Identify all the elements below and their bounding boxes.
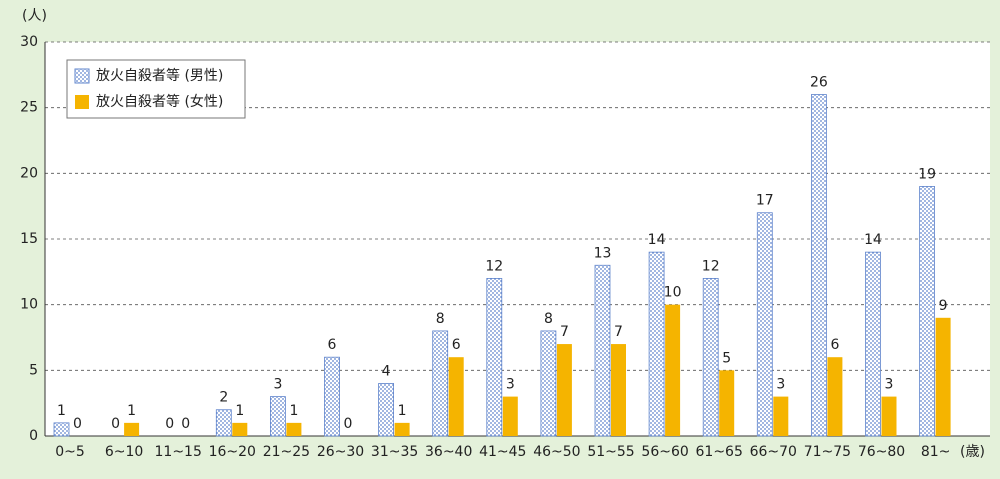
value-label: 3	[506, 377, 515, 393]
x-tick-label: 71~75	[804, 444, 851, 460]
bar	[269, 396, 286, 437]
bar	[324, 356, 340, 437]
value-label: 9	[939, 298, 948, 314]
legend: 放火自殺者等 (男性) 放火自殺者等 (女性)	[66, 59, 246, 119]
x-tick-label: 6~10	[105, 444, 143, 460]
bar	[53, 422, 70, 437]
value-label: 1	[57, 403, 66, 419]
legend-label: 放火自殺者等 (女性)	[96, 93, 223, 110]
x-tick-label: 76~80	[858, 444, 905, 460]
value-label: 3	[273, 377, 282, 393]
bar	[378, 383, 395, 437]
legend-swatch	[74, 68, 90, 84]
y-tick-label: 25	[20, 100, 38, 116]
value-label: 0	[111, 416, 120, 432]
value-label: 6	[452, 337, 461, 353]
x-tick-label: 46~50	[533, 444, 580, 460]
value-label: 17	[756, 193, 774, 209]
bar	[232, 422, 248, 436]
bar	[611, 344, 626, 436]
value-label: 14	[648, 232, 666, 248]
value-label: 19	[918, 166, 936, 182]
value-label: 2	[219, 390, 228, 406]
bar	[394, 422, 410, 436]
value-label: 4	[382, 363, 391, 379]
bar	[881, 396, 897, 436]
value-label: 6	[830, 337, 839, 353]
bar	[594, 264, 611, 437]
legend-swatch	[75, 95, 89, 109]
y-tick-label: 5	[29, 362, 38, 378]
bar	[702, 277, 719, 437]
x-tick-label: 36~40	[425, 444, 472, 460]
value-label: 6	[328, 337, 337, 353]
x-tick-label: 56~60	[641, 444, 688, 460]
bar	[486, 277, 503, 437]
value-label: 7	[560, 324, 569, 340]
value-label: 0	[344, 416, 353, 432]
value-label: 10	[664, 285, 682, 301]
bar	[827, 357, 843, 436]
y-tick-label: 20	[20, 165, 38, 181]
bar	[773, 396, 789, 436]
value-label: 1	[398, 403, 407, 419]
bar	[648, 251, 665, 437]
bar	[556, 344, 572, 436]
x-tick-label: 41~45	[479, 444, 526, 460]
bar	[756, 212, 773, 437]
bar	[919, 186, 935, 437]
bar	[665, 304, 681, 436]
value-label: 13	[594, 245, 612, 261]
x-tick-label: 0~5	[55, 444, 85, 460]
x-tick-label: 81~	[921, 444, 951, 460]
bar	[811, 94, 827, 437]
value-label: 1	[127, 403, 136, 419]
value-label: 1	[289, 403, 298, 419]
x-tick-label: 61~65	[696, 444, 743, 460]
bar	[502, 396, 518, 436]
value-label: 1	[235, 403, 244, 419]
x-tick-label: 21~25	[263, 444, 310, 460]
value-label: 3	[885, 377, 894, 393]
bar	[719, 370, 735, 436]
bar	[935, 317, 951, 436]
value-label: 8	[544, 311, 553, 327]
legend-label: 放火自殺者等 (男性)	[96, 67, 223, 84]
value-label: 3	[776, 377, 785, 393]
y-tick-label: 15	[20, 231, 38, 247]
value-label: 5	[722, 350, 731, 366]
bar	[540, 330, 557, 437]
x-tick-label: 51~55	[587, 444, 634, 460]
x-tick-label: 31~35	[371, 444, 418, 460]
bar	[286, 422, 302, 436]
legend-box	[66, 59, 246, 119]
y-tick-label: 10	[20, 297, 38, 313]
x-tick-label: 66~70	[750, 444, 797, 460]
value-label: 0	[73, 416, 82, 432]
bar	[124, 422, 140, 436]
x-tick-label: 16~20	[209, 444, 256, 460]
y-tick-label: 30	[20, 34, 38, 50]
bar	[432, 330, 449, 437]
x-axis-label: (歳)	[960, 444, 985, 460]
bar	[448, 357, 464, 436]
bar	[215, 409, 232, 437]
value-label: 0	[181, 416, 190, 432]
x-tick-label: 26~30	[317, 444, 364, 460]
value-label: 7	[614, 324, 623, 340]
value-label: 26	[810, 75, 828, 91]
value-label: 12	[702, 258, 720, 274]
value-label: 12	[485, 258, 503, 274]
value-label: 0	[165, 416, 174, 432]
y-axis-label: (人)	[22, 8, 47, 24]
y-tick-label: 0	[29, 428, 38, 444]
x-tick-label: 11~15	[155, 444, 202, 460]
bar	[865, 251, 881, 437]
value-label: 14	[864, 232, 882, 248]
value-label: 8	[436, 311, 445, 327]
